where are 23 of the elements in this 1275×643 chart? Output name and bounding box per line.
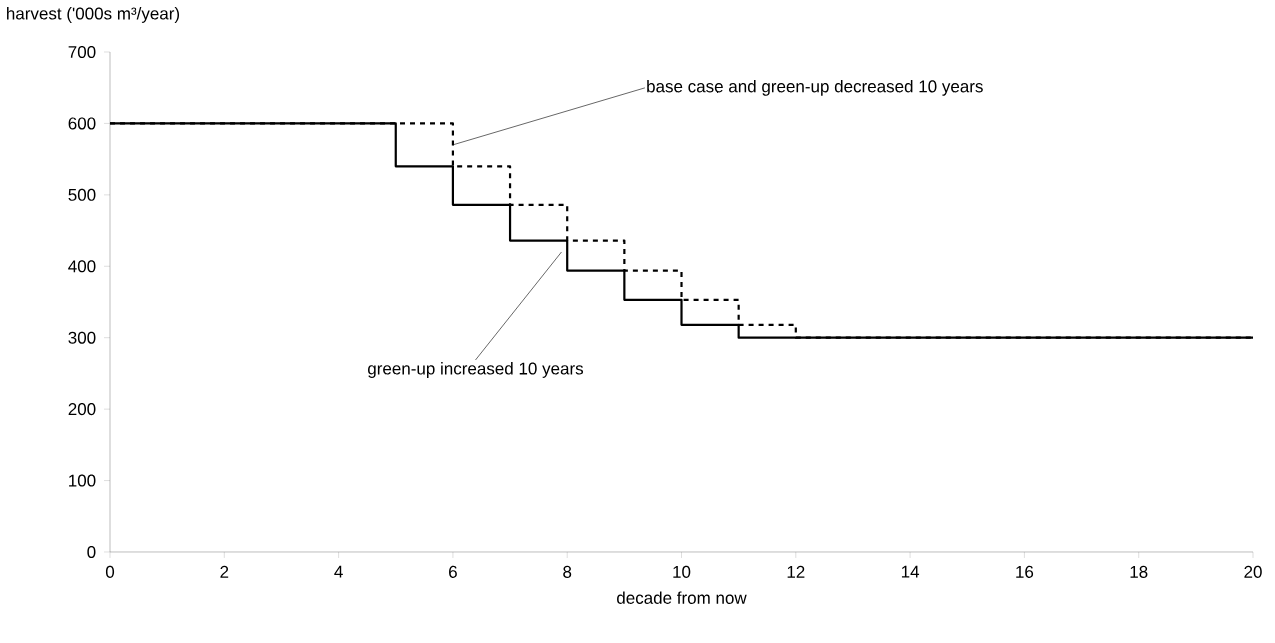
y-tick-label: 100 — [69, 474, 96, 487]
y-tick-label: 600 — [68, 117, 96, 130]
x-tick-label: 20 — [1244, 565, 1262, 578]
x-tick-label: 18 — [1130, 565, 1148, 578]
x-tick-label: 8 — [563, 565, 572, 578]
y-tick-label: 300 — [68, 331, 96, 344]
x-tick-label: 12 — [787, 565, 805, 578]
y-tick-label: 200 — [68, 403, 96, 416]
annotation: base case and green-up decreased 10 years — [647, 79, 983, 96]
y-axis-title: harvest ('000s m³/year) — [7, 7, 180, 23]
x-tick-label: 4 — [334, 565, 343, 578]
x-tick-label: 0 — [105, 565, 115, 578]
annotation: green-up increased 10 years — [368, 362, 584, 378]
y-tick-label: 700 — [68, 45, 96, 59]
y-tick-label: 0 — [87, 545, 96, 559]
x-axis-title: decade from now — [617, 591, 747, 604]
x-tick-label: 14 — [901, 565, 920, 578]
y-tick-label: 500 — [68, 188, 96, 201]
x-tick-label: 10 — [673, 565, 691, 578]
x-tick-label: 2 — [220, 565, 229, 578]
y-tick-label: 400 — [68, 260, 96, 273]
x-tick-label: 6 — [449, 565, 457, 578]
x-tick-label: 16 — [1016, 565, 1034, 578]
